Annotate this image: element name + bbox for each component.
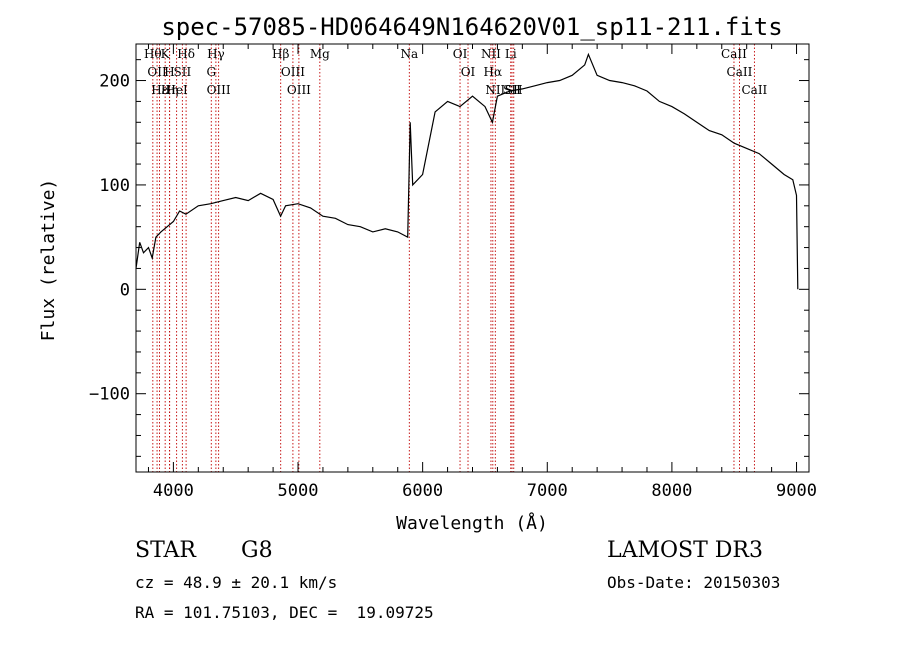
line-label: Hε xyxy=(151,83,168,97)
y-axis: −100 0 100 200 xyxy=(89,59,809,457)
line-label: Hθ xyxy=(144,47,162,61)
line-label: Mg xyxy=(310,47,330,61)
spectrum-chart: spec-57085-HD064649N164620V01_sp11-211.f… xyxy=(38,13,817,534)
line-label: SII xyxy=(503,83,521,97)
line-label: OI xyxy=(461,65,476,79)
x-axis-label: Wavelength (Å) xyxy=(396,512,548,534)
observation-date: Obs-Date: 20150303 xyxy=(607,573,781,592)
chart-title: spec-57085-HD064649N164620V01_sp11-211.f… xyxy=(161,13,782,41)
line-label: HeI xyxy=(165,83,188,97)
x-tick-label: 7000 xyxy=(527,481,568,501)
x-tick-label: 6000 xyxy=(402,481,443,501)
line-label: SII xyxy=(174,65,192,79)
line-label: Li xyxy=(505,47,517,61)
x-tick-label: 8000 xyxy=(651,481,692,501)
y-tick-label: 200 xyxy=(99,72,130,92)
line-label: OII xyxy=(147,65,167,79)
line-label: OIII xyxy=(207,83,231,97)
x-tick-label: 5000 xyxy=(278,481,319,501)
line-label: Hα xyxy=(484,65,503,79)
line-label: OIII xyxy=(287,83,311,97)
line-label: Hη xyxy=(161,83,179,97)
line-label: K xyxy=(161,47,171,61)
y-tick-label: 100 xyxy=(99,176,130,196)
redshift-velocity: cz = 48.9 ± 20.1 km/s xyxy=(135,573,338,592)
line-label: Hδ xyxy=(177,47,195,61)
line-label: CaII xyxy=(727,65,753,79)
spectral-subclass: G8 xyxy=(241,538,273,563)
line-label: CaII xyxy=(721,47,747,61)
line-label: Na xyxy=(400,47,418,61)
x-axis: 4000 5000 6000 7000 8000 9000 xyxy=(147,44,817,501)
line-label: NII xyxy=(485,83,505,97)
line-label: G xyxy=(206,65,216,79)
line-label: CaII xyxy=(741,83,767,97)
line-label: OI xyxy=(453,47,468,61)
line-label: NII xyxy=(481,47,501,61)
y-axis-label: Flux (relative) xyxy=(38,179,59,342)
line-label: Hβ xyxy=(272,47,289,61)
survey-name: LAMOST DR3 xyxy=(607,538,763,563)
x-tick-label: 9000 xyxy=(776,481,817,501)
y-tick-label: −100 xyxy=(89,385,130,405)
sky-coordinates: RA = 101.75103, DEC = 19.09725 xyxy=(135,603,434,622)
emission-line-markers xyxy=(152,44,755,472)
y-tick-label: 0 xyxy=(120,280,130,300)
x-tick-label: 4000 xyxy=(153,481,194,501)
line-label: Hγ xyxy=(207,47,225,61)
line-label: H xyxy=(164,65,174,79)
spectrum-line xyxy=(135,52,799,290)
line-label: OIII xyxy=(281,65,305,79)
object-class: STAR xyxy=(135,538,196,563)
plot-frame xyxy=(135,43,810,473)
